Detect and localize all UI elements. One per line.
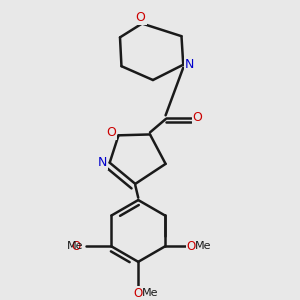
Text: Me: Me [195,242,212,251]
Text: O: O [106,126,116,139]
Text: O: O [72,240,81,253]
Text: O: O [134,287,143,300]
Text: Me: Me [142,288,159,298]
Text: N: N [98,156,107,169]
Text: O: O [193,111,202,124]
Text: O: O [187,240,196,253]
Text: Me: Me [67,242,83,251]
Text: N: N [185,58,194,71]
Text: O: O [136,11,146,24]
